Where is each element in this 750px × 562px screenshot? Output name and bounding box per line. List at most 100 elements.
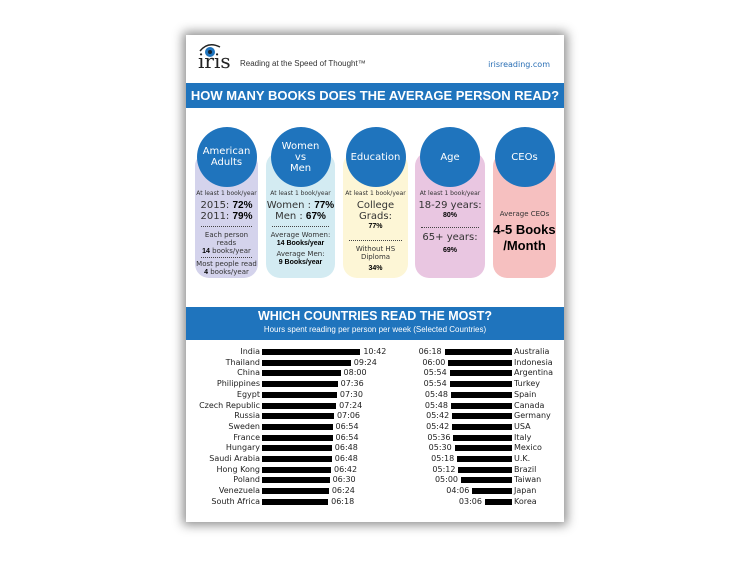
bar-label: France	[233, 432, 260, 442]
bar-label: Japan	[514, 486, 537, 496]
bar	[262, 445, 332, 452]
value-label: 07:36	[340, 379, 364, 389]
value-label: 08:00	[343, 368, 367, 378]
bar	[262, 477, 330, 484]
bar-label: Mexico	[514, 443, 542, 453]
value-label: 06:24	[331, 486, 355, 496]
value-label: 05:12	[432, 464, 456, 474]
bar-label: Turkey	[514, 379, 541, 389]
bar	[262, 402, 337, 409]
value-label: 05:36	[427, 432, 451, 442]
bar-label: Spain	[514, 389, 537, 399]
value-label: 05:18	[431, 454, 455, 463]
value-label: 07:30	[339, 389, 363, 399]
value-label: 07:06	[336, 411, 361, 421]
value-label: 07:24	[339, 400, 363, 410]
card-age: Age At least 1 book/year 18-29 years: 80…	[415, 127, 485, 278]
bar	[262, 498, 329, 505]
bar-label: Sweden	[228, 421, 260, 431]
value-label: 05:48	[424, 400, 448, 410]
bar-label: Canada	[514, 400, 545, 410]
bar-label: Thailand	[225, 357, 260, 367]
card-education: Education At least 1 book/year College G…	[343, 127, 408, 278]
value-label: 06:48	[334, 454, 358, 463]
bar	[453, 434, 512, 441]
card-label: At least 1 book/year	[345, 190, 406, 197]
value-label: 06:48	[334, 443, 358, 453]
bar-label: Egypt	[236, 389, 260, 399]
value-label: 06:42	[334, 464, 358, 474]
card-ceos: CEOs Average CEOs 4-5 Books /Month	[493, 127, 556, 278]
bar	[262, 423, 333, 430]
bar	[450, 402, 512, 409]
eye-logo-icon	[199, 44, 221, 57]
bar-label: Argentina	[514, 368, 554, 378]
bar	[449, 381, 512, 388]
card-women-vs-men: Women vs Men At least 1 book/year Women : …	[266, 127, 335, 278]
bar	[262, 456, 332, 462]
bar	[262, 391, 337, 398]
bar-label: Philippines	[216, 379, 260, 389]
section-title-books: HOW MANY BOOKS DOES THE AVERAGE PERSON R…	[186, 83, 564, 108]
bar	[448, 359, 512, 366]
bar-label: India	[240, 347, 260, 356]
bar-label: China	[237, 368, 260, 378]
value-label: 06:18	[418, 347, 442, 356]
value-label: 05:54	[423, 368, 447, 378]
infographic-page: iris Reading at the Speed of Thought™ ir…	[186, 35, 564, 522]
bar-label: Taiwan	[514, 475, 542, 485]
value-label: 03:06	[458, 496, 482, 506]
card-title: American Adults	[196, 127, 257, 187]
bar	[262, 434, 333, 441]
bar	[458, 466, 512, 473]
value-label: 05:54	[423, 379, 447, 389]
card-title: Age	[420, 127, 480, 187]
value-label: 06:54	[335, 421, 359, 431]
bar	[262, 413, 334, 420]
value-label: 06:00	[422, 357, 446, 367]
value-label: 10:42	[363, 347, 387, 356]
bar	[262, 370, 341, 377]
value-label: 09:24	[353, 357, 377, 367]
bar	[454, 445, 512, 452]
card-title: CEOs	[494, 127, 555, 187]
value-label: 06:30	[332, 475, 356, 485]
value-label: 06:54	[335, 432, 359, 442]
bar	[461, 477, 512, 484]
bar-label: Hungary	[225, 443, 260, 453]
bar-label: Italy	[514, 432, 532, 442]
value-label: 04:06	[446, 486, 470, 496]
bar	[484, 498, 512, 505]
bar-label: Saudi Arabia	[209, 454, 260, 463]
value-label: 05:42	[426, 411, 450, 421]
bar-label: Germany	[514, 411, 551, 421]
bar	[452, 423, 512, 430]
bar	[262, 381, 338, 388]
card-title: Education	[345, 127, 406, 187]
bar-label: U.K.	[514, 454, 531, 463]
bar-label: Brazil	[514, 464, 537, 474]
bar	[444, 349, 512, 355]
card-american-adults: American Adults At least 1 book/year 2015…	[195, 127, 258, 278]
bar-label: Poland	[233, 475, 260, 485]
website-link[interactable]: irisreading.com	[488, 60, 550, 69]
value-label: 05:42	[426, 421, 450, 431]
logo-text: iris	[198, 49, 231, 73]
bar	[452, 413, 512, 420]
bar	[472, 488, 512, 495]
card-label: At least 1 book/year	[196, 190, 257, 197]
bar-label: Czech Republic	[199, 400, 260, 410]
bar	[262, 349, 361, 355]
bar	[262, 466, 332, 473]
bar-label: Venezuela	[218, 486, 260, 496]
bar-label: Australia	[514, 347, 550, 356]
section-title-countries: WHICH COUNTRIES READ THE MOST? Hours spe…	[186, 307, 564, 340]
bar	[450, 391, 512, 398]
card-label: At least 1 book/year	[270, 190, 331, 197]
value-label: 05:00	[434, 475, 458, 485]
bar-label: South Africa	[211, 496, 260, 506]
bar	[449, 370, 512, 377]
bar-label: Russia	[234, 411, 260, 421]
value-label: 06:18	[331, 496, 355, 506]
bar	[457, 456, 512, 462]
